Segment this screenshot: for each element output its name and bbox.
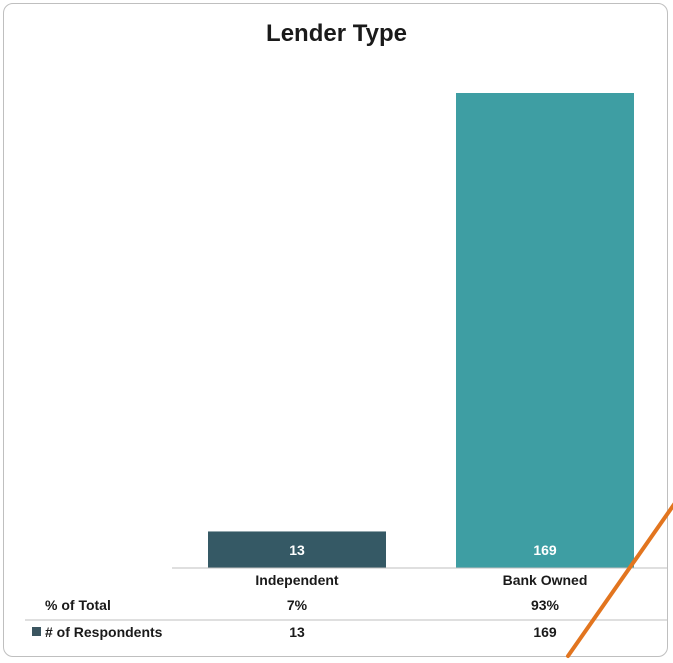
table-row-label-of-respondents: # of Respondents	[45, 624, 163, 640]
bar-data-label-independent: 13	[289, 542, 305, 558]
bars-group	[208, 93, 634, 568]
bar-data-labels: 13 169	[289, 542, 557, 558]
data-table: % of Total 7% 93% # of Respondents 13 169	[32, 597, 560, 640]
bar-bank-owned	[456, 93, 634, 568]
bar-independent	[208, 531, 386, 568]
table-row-label-of-total: % of Total	[45, 597, 111, 613]
table-cell-of-total-independent: 7%	[287, 597, 308, 613]
category-label-independent: Independent	[255, 572, 339, 588]
annotation-line	[566, 502, 673, 658]
category-labels: Independent Bank Owned	[255, 572, 587, 588]
table-cell-of-respondents-bank-owned: 169	[533, 624, 557, 640]
table-cell-of-respondents-independent: 13	[289, 624, 305, 640]
table-cell-of-total-bank-owned: 93%	[531, 597, 560, 613]
category-label-bank-owned: Bank Owned	[503, 572, 588, 588]
legend-swatch	[32, 627, 41, 636]
chart-title: Lender Type	[266, 20, 407, 47]
bar-data-label-bank-owned: 169	[533, 542, 557, 558]
